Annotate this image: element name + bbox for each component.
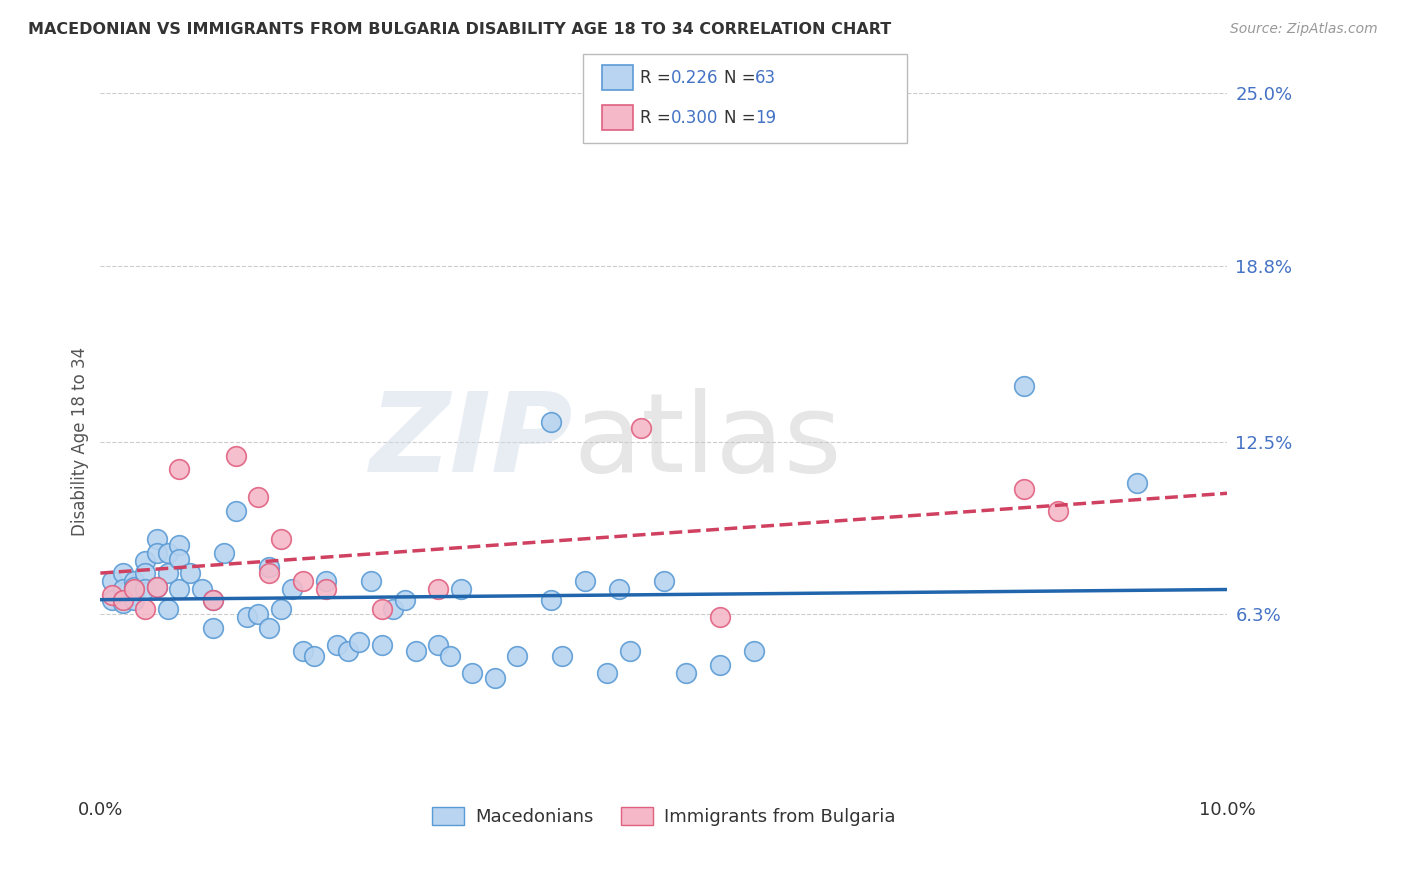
Point xyxy=(1012,379,1035,393)
Point xyxy=(134,566,156,580)
Point xyxy=(675,665,697,680)
Point xyxy=(360,574,382,588)
Point xyxy=(450,582,472,597)
Point xyxy=(122,588,145,602)
Text: N =: N = xyxy=(724,109,761,127)
Point xyxy=(259,621,281,635)
Point xyxy=(596,665,619,680)
Point xyxy=(292,574,315,588)
Point xyxy=(394,593,416,607)
Point xyxy=(134,554,156,568)
Point xyxy=(100,588,122,602)
Point xyxy=(167,551,190,566)
Point xyxy=(100,593,122,607)
Point xyxy=(122,580,145,594)
Point xyxy=(371,602,394,616)
Point xyxy=(540,593,562,607)
Point xyxy=(202,593,225,607)
Point xyxy=(270,532,292,546)
Point xyxy=(315,574,337,588)
Point xyxy=(145,580,167,594)
Point xyxy=(145,546,167,560)
Point xyxy=(371,638,394,652)
Point xyxy=(167,462,190,476)
Point xyxy=(382,602,405,616)
Point xyxy=(630,420,652,434)
Point xyxy=(484,672,506,686)
Point xyxy=(337,643,360,657)
Text: 0.300: 0.300 xyxy=(671,109,718,127)
Point xyxy=(202,593,225,607)
Text: ZIP: ZIP xyxy=(370,388,574,495)
Point xyxy=(619,643,641,657)
Point xyxy=(461,665,484,680)
Text: Source: ZipAtlas.com: Source: ZipAtlas.com xyxy=(1230,22,1378,37)
Point xyxy=(304,649,326,664)
Point xyxy=(225,449,247,463)
Point xyxy=(1012,482,1035,496)
Point xyxy=(122,574,145,588)
Point xyxy=(225,504,247,518)
Point xyxy=(111,566,134,580)
Text: 63: 63 xyxy=(755,69,776,87)
Point xyxy=(247,607,270,622)
Point xyxy=(281,582,304,597)
Point xyxy=(427,582,450,597)
Text: N =: N = xyxy=(724,69,761,87)
Point xyxy=(506,649,529,664)
Point xyxy=(1046,504,1069,518)
Point xyxy=(349,635,371,649)
Point xyxy=(100,574,122,588)
Text: atlas: atlas xyxy=(574,388,842,495)
Point xyxy=(179,566,201,580)
Point xyxy=(709,610,731,624)
Point xyxy=(607,582,630,597)
Point xyxy=(134,602,156,616)
Point xyxy=(551,649,574,664)
Point xyxy=(439,649,461,664)
Point xyxy=(315,582,337,597)
Point xyxy=(709,657,731,672)
Point xyxy=(134,582,156,597)
Point xyxy=(259,560,281,574)
Point xyxy=(122,593,145,607)
Point xyxy=(111,593,134,607)
Point xyxy=(111,596,134,610)
Point xyxy=(270,602,292,616)
Point xyxy=(236,610,259,624)
Text: 0.226: 0.226 xyxy=(671,69,718,87)
Text: 19: 19 xyxy=(755,109,776,127)
Point xyxy=(574,574,596,588)
Point xyxy=(405,643,427,657)
Point xyxy=(145,532,167,546)
Point xyxy=(122,582,145,597)
Point xyxy=(156,566,179,580)
Point xyxy=(214,546,236,560)
Legend: Macedonians, Immigrants from Bulgaria: Macedonians, Immigrants from Bulgaria xyxy=(425,799,903,833)
Point xyxy=(156,546,179,560)
Point xyxy=(202,621,225,635)
Point xyxy=(156,602,179,616)
Point xyxy=(167,538,190,552)
Point xyxy=(111,582,134,597)
Point xyxy=(247,491,270,505)
Point xyxy=(652,574,675,588)
Point xyxy=(190,582,212,597)
Y-axis label: Disability Age 18 to 34: Disability Age 18 to 34 xyxy=(72,347,89,536)
Point xyxy=(326,638,349,652)
Point xyxy=(259,566,281,580)
Text: R =: R = xyxy=(640,109,676,127)
Point xyxy=(145,580,167,594)
Point xyxy=(540,415,562,429)
Text: MACEDONIAN VS IMMIGRANTS FROM BULGARIA DISABILITY AGE 18 TO 34 CORRELATION CHART: MACEDONIAN VS IMMIGRANTS FROM BULGARIA D… xyxy=(28,22,891,37)
Point xyxy=(292,643,315,657)
Point xyxy=(742,643,765,657)
Text: R =: R = xyxy=(640,69,676,87)
Point xyxy=(427,638,450,652)
Point xyxy=(1126,476,1149,491)
Point xyxy=(167,582,190,597)
